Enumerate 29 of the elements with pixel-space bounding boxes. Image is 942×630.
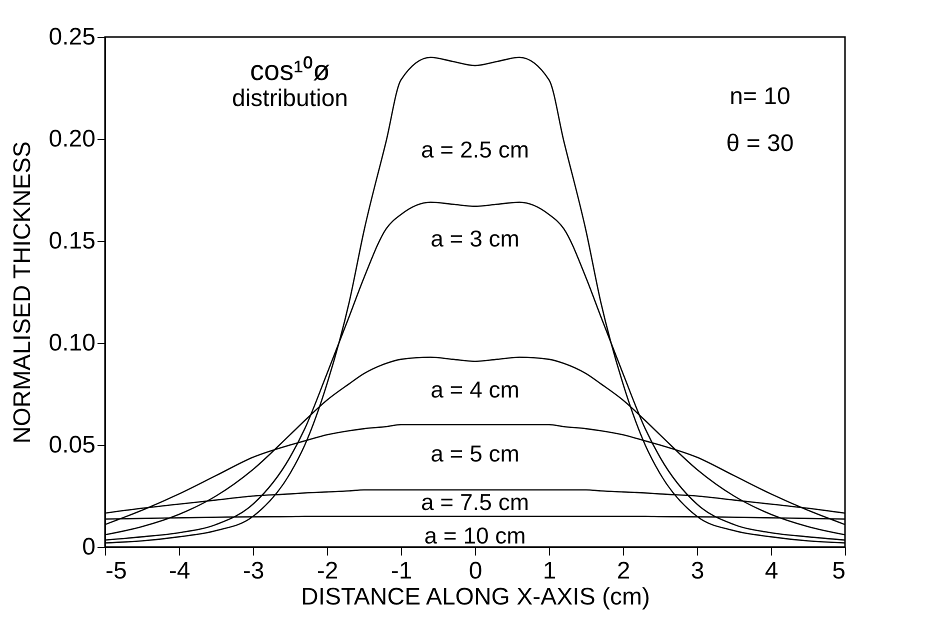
- x-tick-label: 2: [616, 558, 630, 584]
- x-tick-label: -5: [106, 558, 127, 584]
- y-tick-label: 0.05: [48, 432, 96, 458]
- y-axis-title: NORMALISED THICKNESS: [8, 141, 36, 444]
- x-tick-label: 4: [764, 558, 778, 584]
- x-tick-label: -2: [316, 558, 338, 584]
- x-tick-label: 1: [542, 558, 556, 584]
- x-tick-label: 3: [690, 558, 704, 584]
- y-tick-label: 0.10: [48, 330, 96, 356]
- annotation: distribution: [232, 85, 348, 112]
- x-tick-label: 5: [832, 558, 846, 584]
- series-label: a = 7.5 cm: [420, 488, 530, 515]
- x-tick-label: -4: [168, 558, 190, 584]
- y-tick-label: 0.15: [48, 228, 96, 254]
- series-label: a = 10 cm: [424, 522, 526, 548]
- x-axis-title: DISTANCE ALONG X-AXIS (cm): [301, 584, 650, 610]
- x-tick-label: 0: [468, 558, 482, 584]
- y-tick-label: 0.20: [48, 126, 96, 152]
- series-label: a = 5 cm: [430, 440, 520, 467]
- x-tick-label: -1: [390, 558, 412, 584]
- series-label: a = 3 cm: [430, 225, 520, 252]
- annotation: θ = 30: [726, 130, 794, 157]
- series-label: a = 4 cm: [430, 376, 520, 402]
- annotation: cos¹⁰ø: [250, 55, 330, 86]
- y-tick-label: 0: [82, 534, 96, 560]
- series-label: a = 2.5 cm: [420, 136, 530, 163]
- x-tick-label: -3: [242, 558, 264, 584]
- annotation: n= 10: [730, 83, 790, 110]
- y-tick-label: 0.25: [48, 24, 96, 50]
